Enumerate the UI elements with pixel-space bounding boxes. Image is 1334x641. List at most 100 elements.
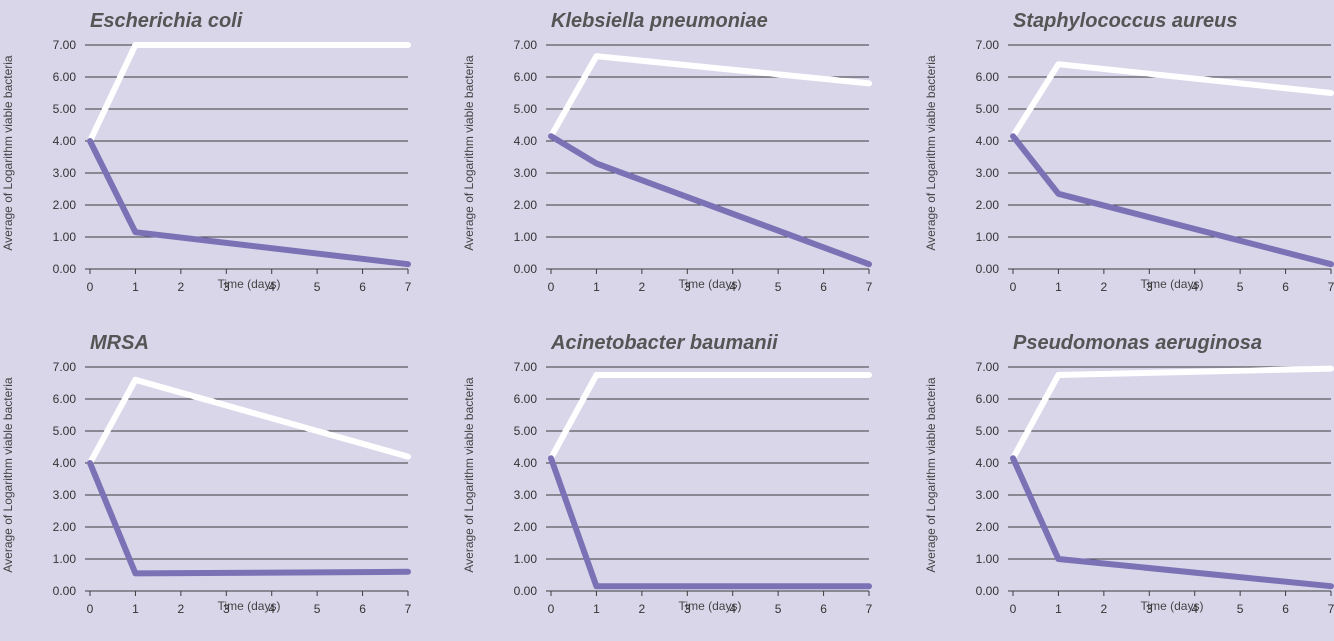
y-tick-label: 6.00 [976,70,1000,84]
x-tick-label: 0 [1010,280,1017,294]
x-tick-label: 3 [223,280,230,294]
x-tick-label: 6 [1282,280,1289,294]
x-tick-label: 6 [820,602,827,616]
y-tick-label: 5.00 [53,102,77,116]
y-tick-label: 0.00 [976,584,1000,598]
plot-area: 0.00 1.00 2.00 3.00 4.00 5.00 6.00 7.00 0 1 2 3 4 5 6 7 [53,360,412,616]
x-tick-label: 4 [1191,280,1198,294]
series-line-1 [87,376,411,466]
x-tick-label: 2 [1101,602,1108,616]
x-tick-label: 0 [87,602,94,616]
x-tick-label: 2 [639,602,646,616]
chart-title: MRSA [90,332,149,354]
x-tick-label: 0 [1010,602,1017,616]
y-tick-label: 7.00 [53,360,77,374]
series-line-1 [1010,365,1334,462]
y-tick-label: 5.00 [976,424,1000,438]
x-tick-label: 4 [268,602,275,616]
series-line-2 [548,133,872,268]
series-line-1 [548,372,872,462]
y-tick-label: 0.00 [53,262,77,276]
y-tick-label: 5.00 [514,424,538,438]
y-tick-label: 3.00 [53,166,77,180]
y-tick-label: 0.00 [53,584,77,598]
y-tick-label: 5.00 [514,102,538,116]
x-tick-label: 4 [729,280,736,294]
chart-title: Escherichia coli [90,10,243,32]
y-tick-label: 2.00 [53,198,77,212]
series-line-1 [548,53,872,140]
plot-area: 0.00 1.00 2.00 3.00 4.00 5.00 6.00 7.00 0 1 2 3 4 5 6 7 [53,38,412,294]
y-tick-label: 4.00 [514,456,538,470]
x-tick-label: 2 [1101,280,1108,294]
x-tick-label: 5 [314,280,321,294]
y-tick-label: 3.00 [514,488,538,502]
x-tick-label: 7 [866,280,873,294]
y-tick-label: 2.00 [53,520,77,534]
y-tick-label: 2.00 [514,520,538,534]
y-tick-label: 6.00 [514,392,538,406]
x-tick-label: 7 [1328,280,1334,294]
y-tick-label: 6.00 [514,70,538,84]
y-tick-label: 7.00 [53,38,77,52]
x-tick-label: 3 [684,602,691,616]
x-tick-label: 5 [775,602,782,616]
x-tick-label: 1 [132,280,139,294]
y-tick-label: 6.00 [53,392,77,406]
x-tick-label: 5 [1237,280,1244,294]
y-tick-label: 6.00 [53,70,77,84]
x-tick-label: 5 [314,602,321,616]
x-tick-label: 2 [178,280,185,294]
x-tick-label: 7 [405,602,412,616]
x-tick-label: 7 [1328,602,1334,616]
x-tick-label: 0 [87,280,94,294]
y-tick-label: 3.00 [976,166,1000,180]
y-tick-label: 6.00 [976,392,1000,406]
chart-panel-2: Klebsiella pneumoniae Average of Logarit… [461,0,901,318]
x-tick-label: 3 [684,280,691,294]
x-tick-label: 4 [1191,602,1198,616]
y-tick-label: 2.00 [514,198,538,212]
y-tick-label: 3.00 [976,488,1000,502]
series-line-1 [1010,61,1334,140]
x-axis-title: Time (days) [678,599,742,613]
chart-title: Pseudomonas aeruginosa [1013,332,1262,354]
y-tick-label: 7.00 [976,38,1000,52]
x-tick-label: 1 [593,602,600,616]
chart-panel-3: Staphylococcus aureus Average of Logarit… [923,0,1334,318]
x-axis-title: Time (days) [217,277,281,291]
x-tick-label: 7 [866,602,873,616]
y-tick-label: 1.00 [514,552,538,566]
x-axis-title: Time (days) [1140,277,1204,291]
y-tick-label: 4.00 [53,134,77,148]
x-tick-label: 6 [820,280,827,294]
chart-title: Acinetobacter baumanii [551,332,778,354]
x-tick-label: 4 [729,602,736,616]
x-tick-label: 1 [593,280,600,294]
y-tick-label: 0.00 [976,262,1000,276]
y-tick-label: 2.00 [976,520,1000,534]
y-tick-label: 2.00 [976,198,1000,212]
series-line-2 [87,138,411,268]
series-line-1 [87,42,411,144]
plot-area: 0.00 1.00 2.00 3.00 4.00 5.00 6.00 7.00 0 1 2 3 4 5 6 7 [976,38,1334,294]
series-line-2 [1010,133,1334,268]
y-tick-label: 7.00 [514,38,538,52]
y-tick-label: 4.00 [976,456,1000,470]
plot-area: 0.00 1.00 2.00 3.00 4.00 5.00 6.00 7.00 0 1 2 3 4 5 6 7 [976,360,1334,616]
x-tick-label: 2 [639,280,646,294]
y-tick-label: 5.00 [976,102,1000,116]
chart-title: Klebsiella pneumoniae [551,10,768,32]
chart-panel-6: Pseudomonas aeruginosa Average of Logari… [923,322,1334,640]
x-tick-label: 4 [268,280,275,294]
plot-area: 0.00 1.00 2.00 3.00 4.00 5.00 6.00 7.00 0 1 2 3 4 5 6 7 [514,360,873,616]
y-tick-label: 0.00 [514,584,538,598]
x-tick-label: 1 [1055,602,1062,616]
chart-title: Staphylococcus aureus [1013,10,1238,32]
y-tick-label: 4.00 [53,456,77,470]
x-tick-label: 1 [132,602,139,616]
x-tick-label: 3 [223,602,230,616]
x-tick-label: 2 [178,602,185,616]
x-axis-title: Time (days) [1140,599,1204,613]
series-line-2 [1010,455,1334,590]
